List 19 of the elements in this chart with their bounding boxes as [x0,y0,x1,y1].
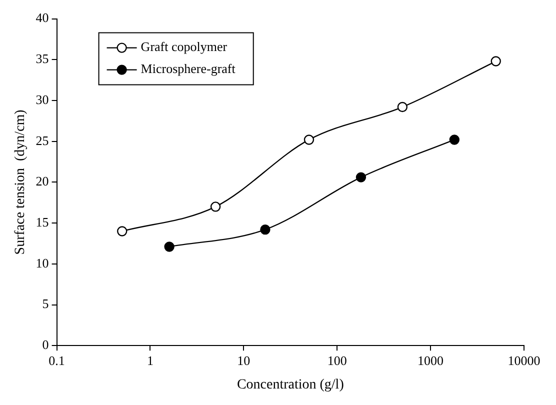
y-tick-label: 35 [36,51,49,66]
legend-label: Graft copolymer [140,39,228,54]
x-tick-label: 10000 [508,352,540,368]
x-axis-title: Concentration (g/l) [236,377,344,392]
x-tick-label: 0.1 [48,352,65,368]
x-tick-label: 100 [327,352,347,368]
x-tick-label: 1 [146,352,154,368]
y-axis-title: Surface tension (dyn/cm) [13,109,28,255]
legend-label: Microsphere-graft [140,61,236,76]
y-tick-label: 0 [42,337,49,352]
y-tick-label: 5 [42,296,49,312]
y-tick-label: 40 [36,10,49,26]
x-tick-label: 1000 [418,352,444,368]
y-tick-label: 20 [36,174,49,189]
y-tick-label: 15 [36,214,49,230]
y-tick-label: 25 [36,132,49,148]
x-tick-label: 10 [237,352,250,368]
y-tick-label: 30 [36,92,49,107]
y-tick-label: 10 [36,255,49,270]
